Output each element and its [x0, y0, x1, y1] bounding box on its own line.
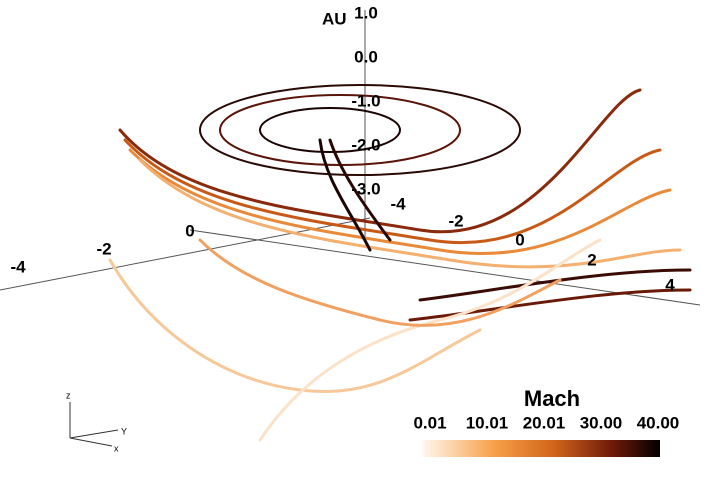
streamline [199, 84, 521, 176]
streamline [138, 158, 682, 269]
axis-line [0, 217, 371, 291]
streamline [408, 288, 692, 322]
streamline [318, 138, 372, 252]
streamline [258, 238, 602, 442]
label: -4 [10, 257, 26, 276]
left-axis-labels: -4 -2 0 [10, 221, 194, 276]
streamline [219, 94, 461, 166]
orientation-triad [69, 402, 119, 447]
label: 2 [587, 250, 596, 269]
label: 0.0 [354, 47, 378, 66]
label: 30.00 [580, 413, 623, 432]
triad-label: z [66, 390, 71, 400]
streamline [259, 107, 401, 153]
streamline [118, 88, 642, 234]
label: 0 [185, 221, 194, 240]
label: -4 [390, 194, 406, 213]
colorbar-ticks: 0.01 10.01 20.01 30.00 40.00 [413, 413, 679, 432]
label: 1.0 [354, 3, 378, 22]
label: 0.01 [413, 413, 446, 432]
triad-axis [69, 429, 119, 439]
vertical-axis-labels: 1.0 0.0 -1.0 -2.0 -3.0 [351, 3, 380, 198]
streamline [123, 138, 662, 245]
label: -1.0 [351, 91, 380, 110]
label: -2 [448, 211, 463, 230]
label: -2 [96, 239, 111, 258]
triad-axis [69, 437, 113, 447]
axis-title: AU [322, 9, 347, 28]
streamline [328, 138, 392, 242]
label: 20.01 [523, 413, 566, 432]
label: 4 [665, 275, 675, 294]
streamline [198, 238, 562, 327]
triad-label: Y [121, 426, 127, 436]
label: 10.01 [466, 413, 509, 432]
colorbar [422, 440, 660, 457]
colorbar-title: Mach [524, 386, 580, 411]
streamline [108, 258, 482, 393]
label: -3.0 [351, 179, 380, 198]
streamline [128, 148, 672, 256]
label: 40.00 [637, 413, 680, 432]
label: 0 [515, 230, 524, 249]
label: -2.0 [351, 135, 380, 154]
streamline [418, 268, 692, 302]
streamlines [108, 84, 692, 442]
right-axis-labels: -4 -2 0 2 4 [390, 194, 675, 294]
triad-label: x [114, 443, 119, 453]
